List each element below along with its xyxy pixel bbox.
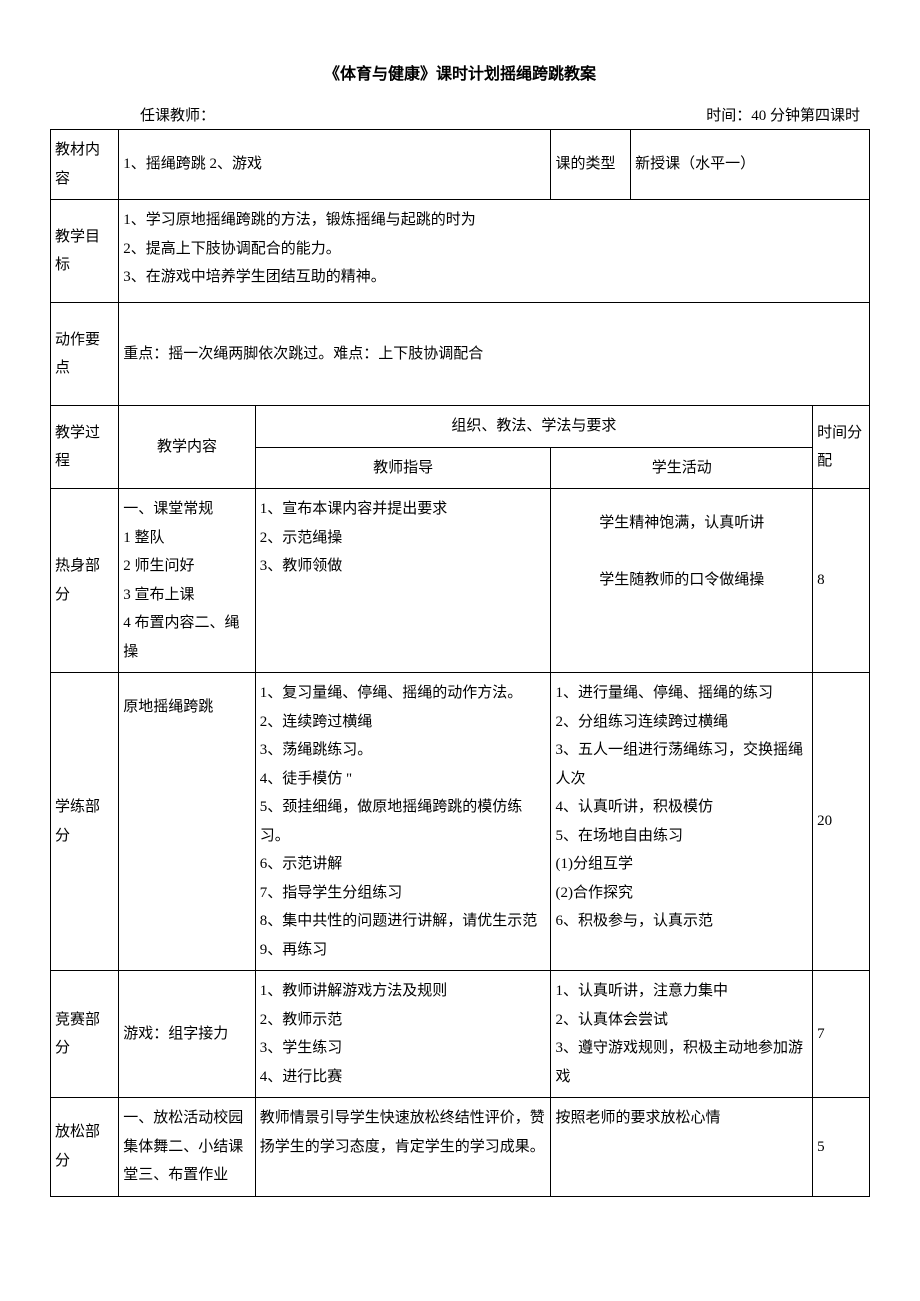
material-label: 教材内容	[51, 130, 119, 200]
practice-row: 学练部分 原地摇绳跨跳 1、复习量绳、停绳、摇绳的动作方法。 2、连续跨过横绳 …	[51, 673, 870, 971]
warmup-teacher: 1、宣布本课内容并提出要求 2、示范绳操 3、教师领做	[255, 489, 551, 673]
competition-time: 7	[813, 971, 870, 1098]
practice-teacher: 1、复习量绳、停绳、摇绳的动作方法。 2、连续跨过横绳 3、荡绳跳练习。 4、徒…	[255, 673, 551, 971]
header-row: 任课教师： 时间：40 分钟第四课时	[50, 104, 870, 125]
keypoints-row: 动作要点 重点：摇一次绳两脚依次跳过。难点：上下肢协调配合	[51, 303, 870, 406]
relax-row: 放松部分 一、放松活动校园集体舞二、小结课堂三、布置作业 教师情景引导学生快速放…	[51, 1098, 870, 1197]
time-label: 时间：40 分钟第四课时	[706, 104, 860, 125]
time-header: 时间分配	[813, 406, 870, 489]
warmup-student: 学生精神饱满，认真听讲 学生随教师的口令做绳操	[551, 489, 813, 673]
warmup-content: 一、课堂常规 1 整队 2 师生问好 3 宣布上课 4 布置内容二、绳操	[119, 489, 255, 673]
warmup-label: 热身部分	[51, 489, 119, 673]
document-title: 《体育与健康》课时计划摇绳跨跳教案	[50, 60, 870, 84]
org-header: 组织、教法、学法与要求	[255, 406, 812, 448]
class-type-value: 新授课（水平一）	[631, 130, 870, 200]
competition-content: 游戏：组字接力	[119, 971, 255, 1098]
table-header-row-1: 教学过程 教学内容 组织、教法、学法与要求 时间分配	[51, 406, 870, 448]
competition-student: 1、认真听讲，注意力集中 2、认真体会尝试 3、遵守游戏规则，积极主动地参加游戏	[551, 971, 813, 1098]
teacher-header: 教师指导	[255, 447, 551, 489]
relax-student: 按照老师的要求放松心情	[551, 1098, 813, 1197]
keypoints-content: 重点：摇一次绳两脚依次跳过。难点：上下肢协调配合	[119, 303, 870, 406]
keypoints-label: 动作要点	[51, 303, 119, 406]
lesson-plan-table: 教材内容 1、摇绳跨跳 2、游戏 课的类型 新授课（水平一） 教学目标 1、学习…	[50, 129, 870, 1197]
competition-row: 竞赛部分 游戏：组字接力 1、教师讲解游戏方法及规则 2、教师示范 3、学生练习…	[51, 971, 870, 1098]
objectives-content: 1、学习原地摇绳跨跳的方法，锻炼摇绳与起跳的时为 2、提高上下肢协调配合的能力。…	[119, 200, 870, 303]
content-header: 教学内容	[119, 406, 255, 489]
practice-label: 学练部分	[51, 673, 119, 971]
practice-student: 1、进行量绳、停绳、摇绳的练习 2、分组练习连续跨过横绳 3、五人一组进行荡绳练…	[551, 673, 813, 971]
process-header: 教学过程	[51, 406, 119, 489]
class-type-label: 课的类型	[551, 130, 631, 200]
relax-time: 5	[813, 1098, 870, 1197]
practice-time: 20	[813, 673, 870, 971]
material-row: 教材内容 1、摇绳跨跳 2、游戏 课的类型 新授课（水平一）	[51, 130, 870, 200]
warmup-time: 8	[813, 489, 870, 673]
competition-teacher: 1、教师讲解游戏方法及规则 2、教师示范 3、学生练习 4、进行比赛	[255, 971, 551, 1098]
student-header: 学生活动	[551, 447, 813, 489]
competition-label: 竞赛部分	[51, 971, 119, 1098]
objectives-label: 教学目标	[51, 200, 119, 303]
warmup-row: 热身部分 一、课堂常规 1 整队 2 师生问好 3 宣布上课 4 布置内容二、绳…	[51, 489, 870, 673]
objectives-row: 教学目标 1、学习原地摇绳跨跳的方法，锻炼摇绳与起跳的时为 2、提高上下肢协调配…	[51, 200, 870, 303]
material-content: 1、摇绳跨跳 2、游戏	[119, 130, 551, 200]
relax-content: 一、放松活动校园集体舞二、小结课堂三、布置作业	[119, 1098, 255, 1197]
relax-teacher: 教师情景引导学生快速放松终结性评价，赞扬学生的学习态度，肯定学生的学习成果。	[255, 1098, 551, 1197]
practice-content: 原地摇绳跨跳	[119, 673, 255, 971]
relax-label: 放松部分	[51, 1098, 119, 1197]
teacher-label: 任课教师：	[140, 104, 215, 125]
